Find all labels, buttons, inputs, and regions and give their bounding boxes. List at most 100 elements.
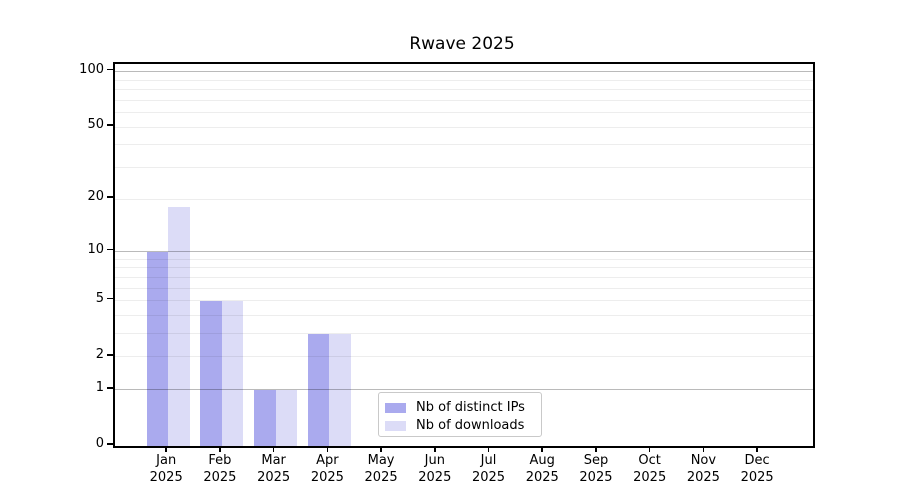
x-tick-jun <box>434 446 436 452</box>
gridline-minor-50 <box>115 126 813 128</box>
y-tick-label-10: 10 <box>87 241 104 257</box>
x-tick-label-month-may: May <box>367 453 395 468</box>
y-tick-50 <box>107 124 113 126</box>
x-tick-label-jul: Jul 2025 <box>457 452 521 486</box>
x-tick-dec <box>756 446 758 452</box>
x-tick-label-jan: Jan 2025 <box>134 452 198 486</box>
gridline-minor-60 <box>115 112 813 114</box>
x-tick-label-year-feb: 2025 <box>203 470 237 485</box>
gridline-minor-3 <box>115 333 813 335</box>
bar-distinct-ips-feb <box>200 300 222 446</box>
gridline-minor-5 <box>115 300 813 302</box>
bar-downloads-feb <box>221 300 244 446</box>
y-tick-10 <box>107 248 113 251</box>
x-tick-label-month-feb: Feb <box>208 453 232 468</box>
legend-entry-distinct-ips: Nb of distinct IPs <box>385 400 541 416</box>
x-tick-label-aug: Aug 2025 <box>510 452 574 486</box>
y-tick-0 <box>107 443 113 445</box>
x-tick-label-jun: Jun 2025 <box>403 452 467 486</box>
x-tick-label-month-jun: Jun <box>424 453 445 468</box>
x-tick-label-month-apr: Apr <box>316 453 339 468</box>
x-tick-label-mar: Mar 2025 <box>242 452 306 486</box>
bar-distinct-ips-jan <box>146 251 169 446</box>
x-tick-label-year-apr: 2025 <box>310 470 344 485</box>
x-tick-label-apr: Apr 2025 <box>295 452 359 486</box>
gridline-minor-70 <box>115 99 813 101</box>
gridline-minor-30 <box>115 166 813 168</box>
x-tick-label-month-jan: Jan <box>156 453 177 468</box>
bar-downloads-mar <box>275 389 298 446</box>
x-tick-label-year-jun: 2025 <box>418 470 452 485</box>
x-tick-sep <box>595 446 597 452</box>
x-tick-label-year-sep: 2025 <box>579 470 613 485</box>
x-tick-label-may: May 2025 <box>349 452 413 486</box>
y-tick-label-100: 100 <box>79 61 104 77</box>
gridline-minor-2 <box>115 356 813 358</box>
gridline-major-10 <box>115 251 813 252</box>
gridline-major-1 <box>115 389 813 391</box>
x-tick-label-month-dec: Dec <box>744 453 770 468</box>
gridline-minor-6 <box>115 287 813 289</box>
gridline-major-100 <box>115 71 813 73</box>
y-tick-label-2: 2 <box>95 346 104 362</box>
x-tick-nov <box>702 446 705 452</box>
x-tick-oct <box>648 446 651 452</box>
x-tick-jan <box>165 446 167 452</box>
plot-area <box>113 62 815 448</box>
y-tick-label-20: 20 <box>87 189 104 205</box>
gridline-minor-90 <box>115 79 813 81</box>
x-tick-label-year-jan: 2025 <box>149 470 183 485</box>
bar-downloads-apr <box>329 333 351 446</box>
grid-layer <box>115 64 813 446</box>
x-tick-label-year-jul: 2025 <box>471 470 506 485</box>
bar-downloads-jan <box>168 207 190 446</box>
x-tick-apr <box>326 446 329 452</box>
legend-swatch-distinct-ips <box>385 403 406 413</box>
y-tick-label-1: 1 <box>95 379 104 395</box>
y-tick-100 <box>107 68 113 71</box>
chart-title: Rwave 2025 <box>409 34 515 54</box>
gridline-minor-40 <box>115 144 813 146</box>
legend-label-downloads: Nb of downloads <box>416 418 525 433</box>
x-tick-label-year-dec: 2025 <box>740 470 774 485</box>
y-tick-1 <box>107 387 113 389</box>
x-tick-label-dec: Dec 2025 <box>725 452 789 486</box>
x-tick-label-sep: Sep 2025 <box>564 452 628 486</box>
y-tick-label-50: 50 <box>87 117 104 133</box>
x-tick-label-month-sep: Sep <box>583 453 609 468</box>
bar-distinct-ips-mar <box>254 389 276 446</box>
x-tick-label-year-mar: 2025 <box>257 470 291 485</box>
gridline-minor-80 <box>115 89 813 91</box>
x-tick-label-feb: Feb 2025 <box>188 452 252 486</box>
x-tick-aug <box>541 446 543 452</box>
bar-distinct-ips-apr <box>307 333 330 446</box>
y-tick-20 <box>107 196 113 198</box>
gridline-minor-4 <box>115 314 813 316</box>
legend: Nb of distinct IPs Nb of downloads <box>378 392 542 437</box>
x-tick-jul <box>487 446 490 452</box>
bars-layer <box>115 64 813 446</box>
x-tick-label-oct: Oct 2025 <box>618 452 682 486</box>
x-tick-label-year-nov: 2025 <box>686 470 720 485</box>
x-tick-label-year-aug: 2025 <box>525 470 559 485</box>
x-tick-label-month-oct: Oct <box>638 453 661 468</box>
y-tick-5 <box>107 297 113 300</box>
legend-entry-downloads: Nb of downloads <box>385 418 541 434</box>
legend-swatch-downloads <box>385 421 406 431</box>
x-tick-label-year-may: 2025 <box>364 470 398 485</box>
x-tick-feb <box>219 446 221 452</box>
x-tick-label-month-nov: Nov <box>690 453 717 468</box>
gridline-minor-8 <box>115 267 813 269</box>
x-tick-label-month-mar: Mar <box>261 453 286 468</box>
legend-label-distinct-ips: Nb of distinct IPs <box>416 400 525 415</box>
x-tick-label-month-jul: Jul <box>480 453 497 468</box>
y-tick-2 <box>107 354 113 356</box>
y-tick-label-0: 0 <box>95 436 104 451</box>
y-tick-label-5: 5 <box>95 290 104 306</box>
x-tick-label-nov: Nov 2025 <box>671 452 735 486</box>
gridline-minor-7 <box>115 276 813 278</box>
gridline-minor-9 <box>115 258 813 260</box>
x-tick-label-month-aug: Aug <box>529 453 555 468</box>
x-tick-mar <box>272 446 275 452</box>
